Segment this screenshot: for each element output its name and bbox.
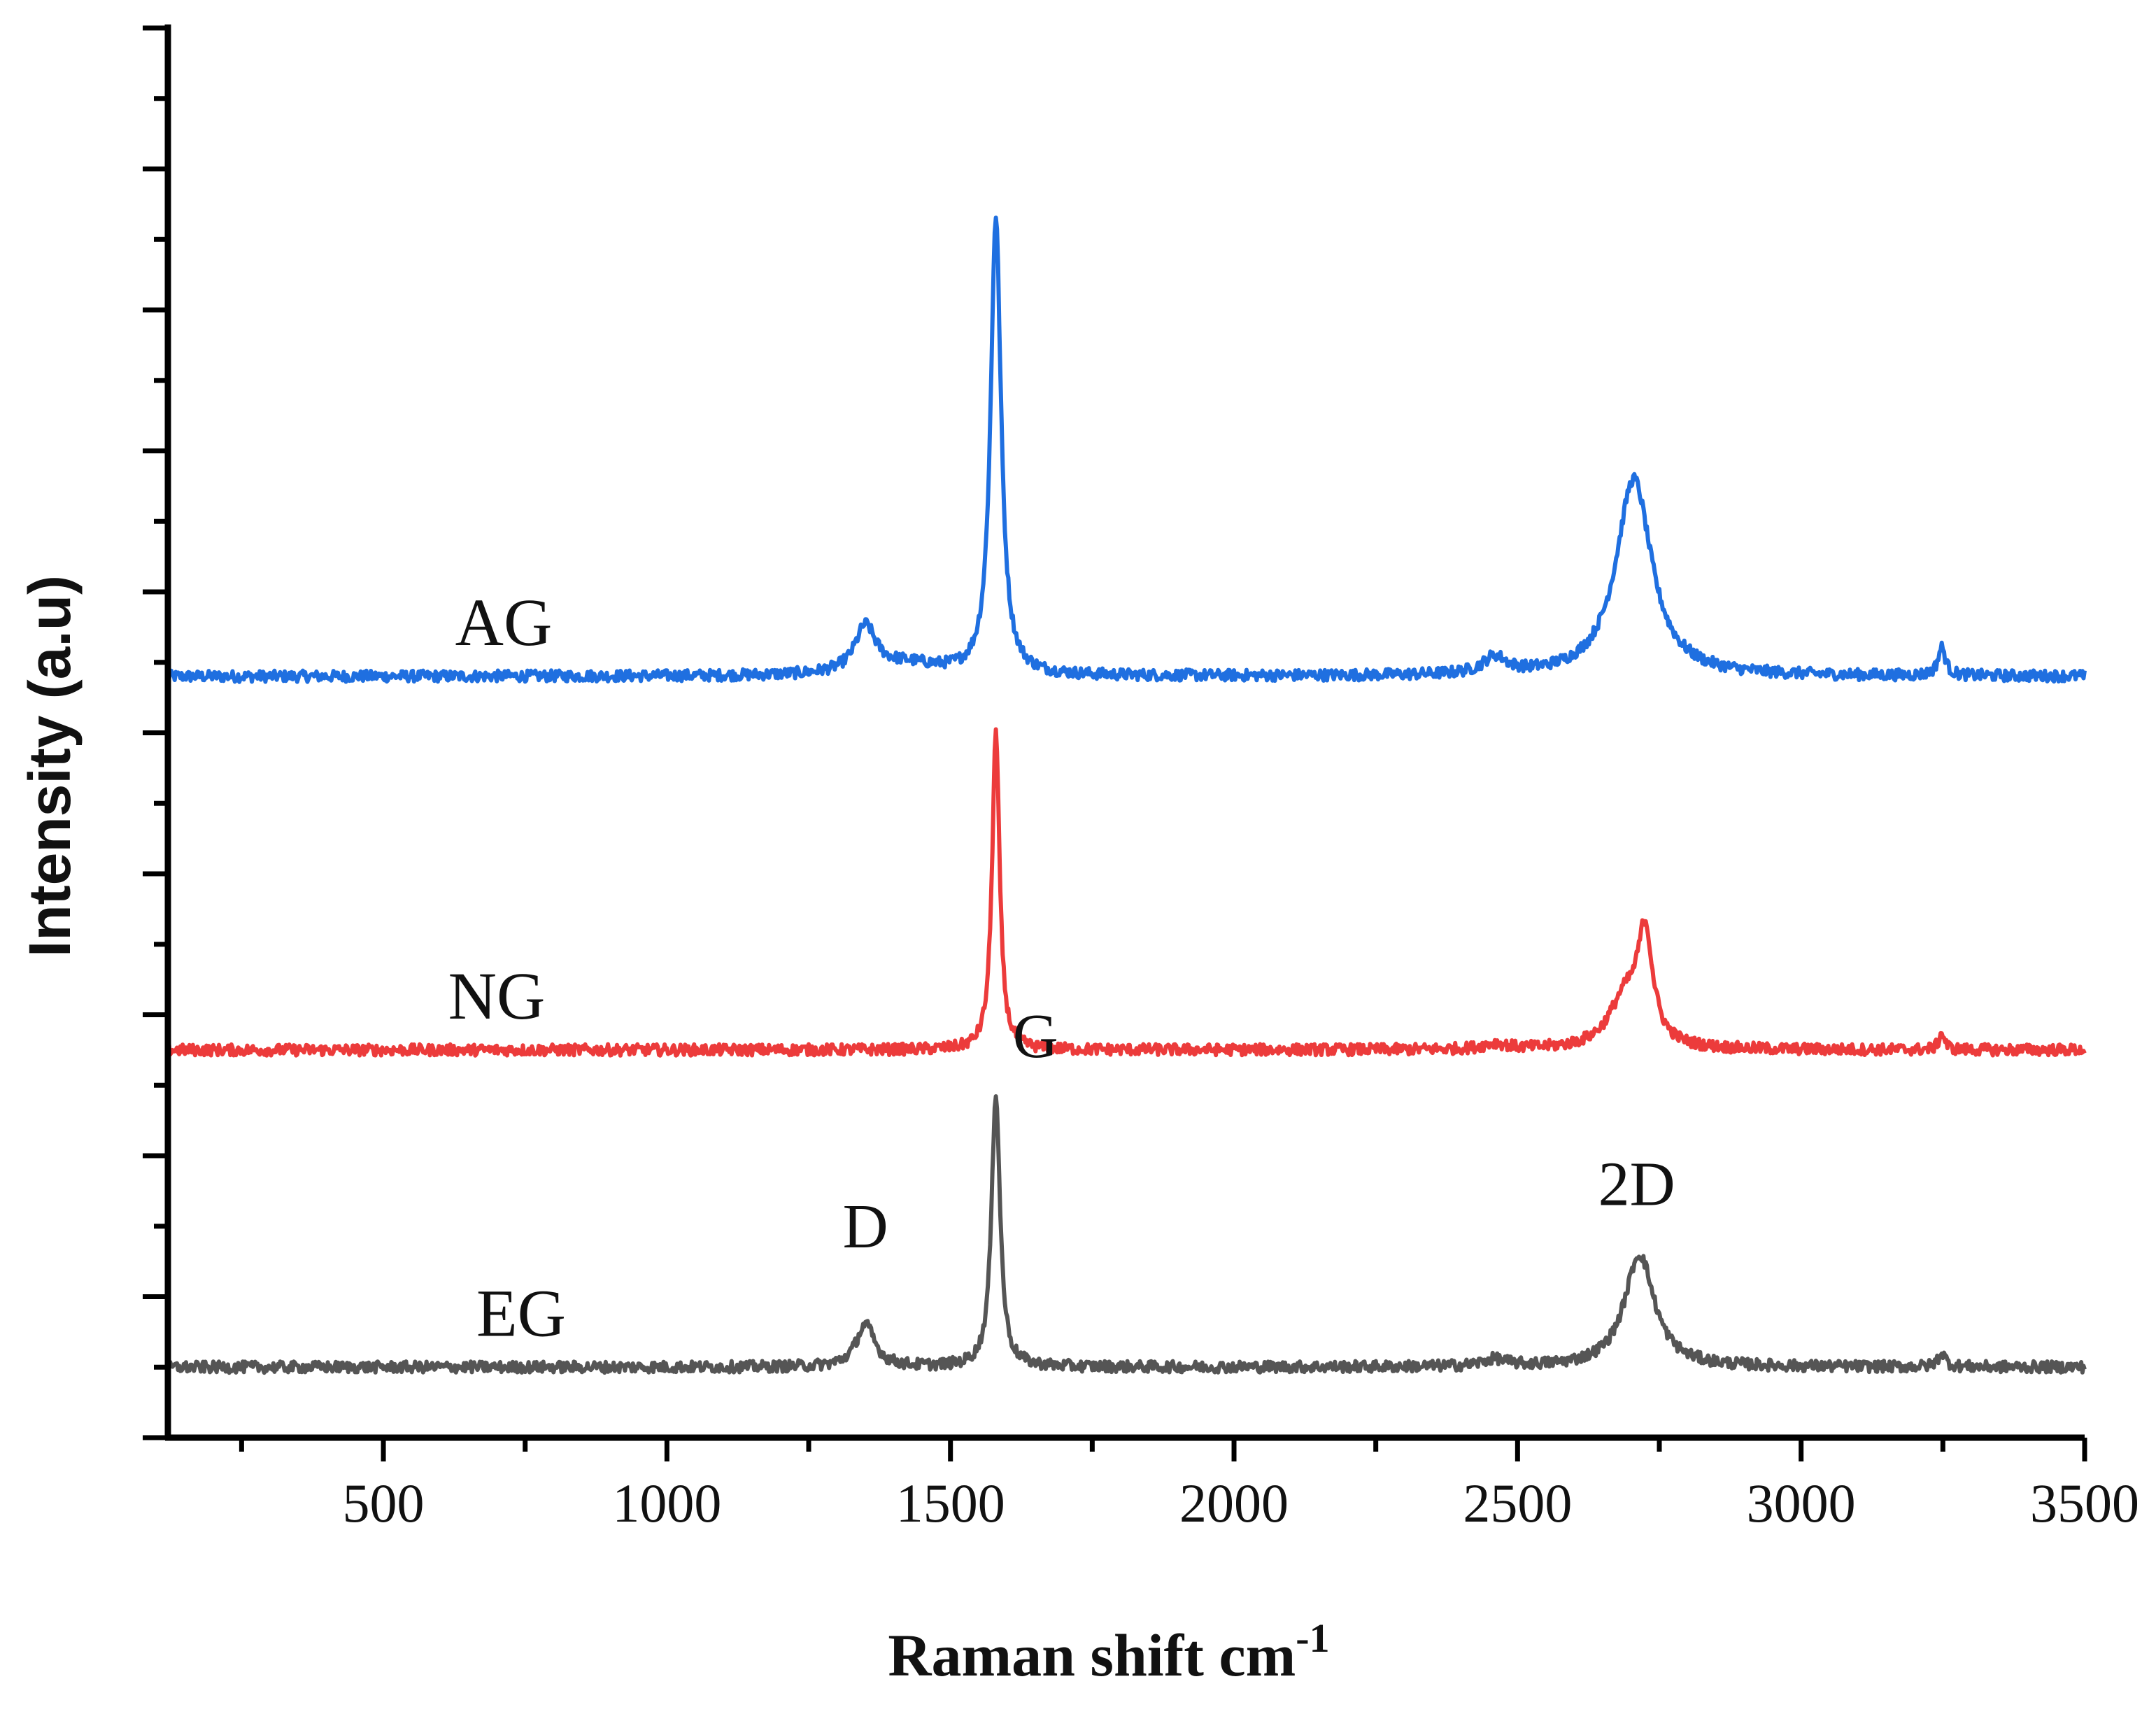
series-label-ag: AG [455, 585, 553, 660]
y-axis-title: Intensity (a.u) [17, 575, 83, 957]
series-line-ag [166, 215, 2087, 684]
plot-area [166, 215, 2087, 1375]
text-layer: Intensity (a.u) Raman shift cm-1 500 1000… [17, 575, 2139, 1689]
peak-label-g: G [1013, 1002, 1058, 1071]
x-axis-title-superscript: -1 [1296, 1615, 1329, 1661]
x-tick-label: 3000 [1747, 1473, 1856, 1534]
x-tick-label: 2000 [1179, 1473, 1289, 1534]
x-axis-title: Raman shift cm-1 [888, 1615, 1329, 1689]
axes [143, 24, 2087, 1461]
series-line-eg [166, 1094, 2087, 1375]
x-tick-label: 2500 [1463, 1473, 1572, 1534]
series-line-ng [166, 727, 2087, 1058]
x-tick-label: 3500 [2030, 1473, 2139, 1534]
peak-label-d: D [843, 1192, 888, 1261]
series-label-ng: NG [448, 958, 546, 1033]
x-tick-label: 1000 [612, 1473, 721, 1534]
x-tick-label: 500 [343, 1473, 425, 1534]
peak-label-2d: 2D [1598, 1150, 1675, 1219]
series-label-eg: EG [476, 1275, 566, 1350]
x-tick-label: 1500 [896, 1473, 1005, 1534]
x-axis-title-main: Raman shift cm [888, 1622, 1296, 1689]
